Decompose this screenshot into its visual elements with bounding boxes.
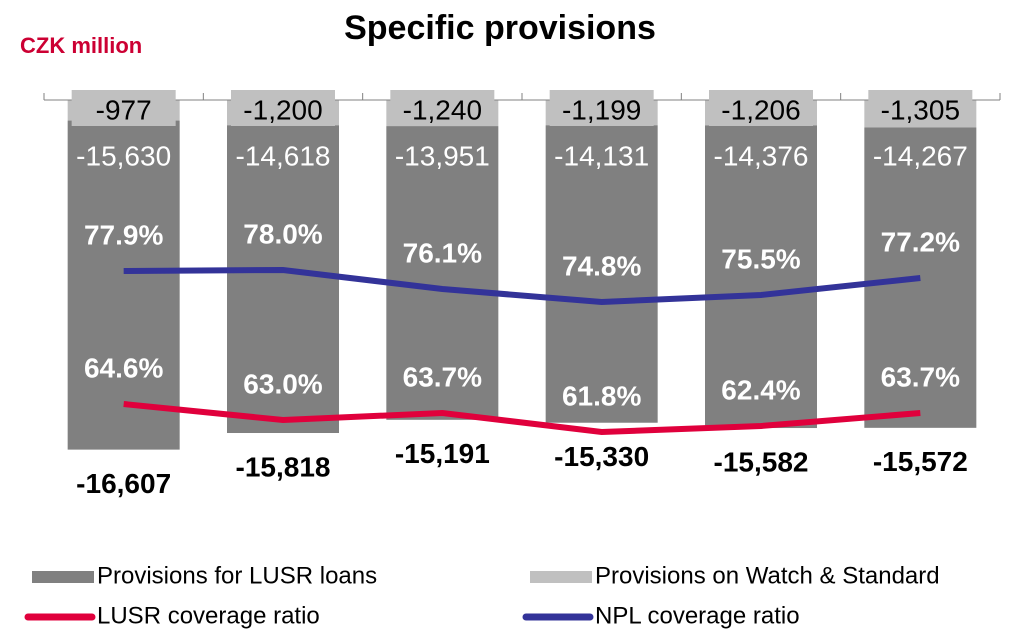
ratio-label: 77.9%: [84, 219, 163, 250]
bar-segment: [227, 125, 339, 434]
label-box: [868, 90, 973, 126]
total-label: -15,191: [395, 438, 490, 469]
line-series: [123, 401, 921, 436]
value-label: -14,131: [554, 140, 649, 171]
ratio-label: 78.0%: [243, 218, 322, 249]
ratio-label: 64.6%: [84, 352, 163, 383]
value-label: -14,376: [714, 140, 809, 171]
value-label: -14,267: [873, 140, 968, 171]
legend-label: Provisions for LUSR loans: [97, 562, 377, 589]
total-label: -15,582: [714, 446, 809, 477]
label-box: [231, 90, 335, 126]
bar-segment: [864, 127, 977, 428]
line-series: [123, 266, 921, 306]
bar-segment: [705, 125, 817, 429]
chart-title: Specific provisions: [344, 9, 656, 47]
ratio-label: 74.8%: [562, 250, 641, 281]
ratio-label: 76.1%: [403, 237, 482, 268]
value-label: -1,305: [881, 94, 960, 125]
total-label: -15,818: [236, 451, 331, 482]
value-label: -15,630: [76, 140, 171, 171]
bar-segment: [386, 126, 499, 420]
value-label: -1,200: [243, 94, 322, 125]
label-box: [549, 90, 654, 126]
total-label: -15,330: [554, 441, 649, 472]
value-label: -1,199: [562, 94, 641, 125]
legend-label: Provisions on Watch & Standard: [595, 562, 940, 589]
value-label: -977: [96, 94, 152, 125]
ratio-label: 77.2%: [881, 226, 960, 257]
label-box: [709, 90, 813, 126]
ratio-label: 63.7%: [881, 361, 960, 392]
label-box: [71, 90, 176, 126]
ratio-label: 61.8%: [562, 380, 641, 411]
bar-segment: [545, 125, 658, 423]
total-label: -16,607: [76, 468, 171, 499]
ratio-label: 63.7%: [403, 361, 482, 392]
legend-swatch: [530, 571, 592, 583]
legend-label: NPL coverage ratio: [595, 602, 800, 629]
bar-segment: [67, 120, 180, 450]
value-label: -14,618: [236, 140, 331, 171]
legend-label: LUSR coverage ratio: [97, 602, 320, 629]
label-box: [390, 90, 495, 126]
ratio-label: 75.5%: [721, 243, 800, 274]
total-label: -15,572: [873, 446, 968, 477]
value-label: -1,206: [721, 94, 800, 125]
unit-label: CZK million: [20, 33, 142, 58]
legend-swatch: [32, 571, 94, 583]
ratio-label: 62.4%: [721, 374, 800, 405]
value-label: -13,951: [395, 140, 490, 171]
ratio-label: 63.0%: [243, 368, 322, 399]
value-label: -1,240: [403, 94, 482, 125]
